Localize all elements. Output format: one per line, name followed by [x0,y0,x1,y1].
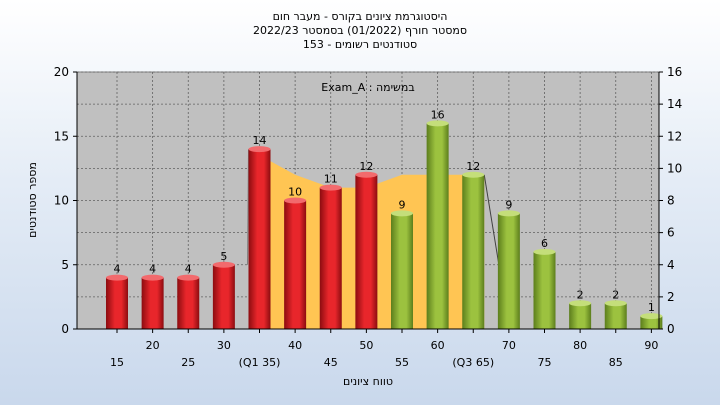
data-label: 4 [114,263,121,276]
data-label: 4 [185,263,192,276]
bar-top [640,313,663,320]
chart-title-line-1: היסטוגרמת ציונים בקורס - מעבר חום [273,10,448,23]
bar-top [604,300,627,307]
x-tick-label: 25 [181,356,195,369]
bar-red [355,174,378,329]
x-tick-label: (Q3 65) [452,356,494,369]
x-tick-label: 90 [644,339,658,352]
y2-tick-label: 0 [667,322,675,336]
bar-top [319,184,342,191]
y-tick-label: 0 [61,322,69,336]
data-label: 14 [253,134,267,147]
bar-top [497,210,520,217]
y-tick-label: 5 [61,258,69,272]
bar-top [391,210,413,217]
x-tick-label: 75 [538,356,552,369]
bar-red [284,200,307,329]
bar-top [141,274,164,281]
x-tick-label: 15 [110,356,124,369]
bar-red [319,187,342,329]
y-tick-label: 15 [54,129,69,143]
x-tick-label: 45 [324,356,338,369]
data-label: 5 [220,250,227,263]
y2-tick-label: 12 [667,129,682,143]
data-label: 1 [648,301,655,314]
data-label: 4 [149,263,156,276]
bar-red [248,149,271,329]
chart-title-line-2: 2022/23 סמסטר חורף (01/2022) בסמסטר [253,24,467,37]
y2-tick-label: 16 [667,65,682,79]
y2-tick-label: 6 [667,226,675,240]
y2-tick-label: 8 [667,194,675,208]
bars-layer [106,120,663,330]
x-tick-label: 50 [359,339,373,352]
x-tick-label: 30 [217,339,231,352]
bar-red [212,264,235,329]
bar-green [426,123,449,330]
bar-green [569,303,592,329]
bar-green [640,316,663,329]
x-tick-label: 70 [502,339,516,352]
chart-title-line-3: 153 - סטודנטים רשומים [303,38,417,51]
data-label: 11 [324,173,338,186]
y2-tick-label: 4 [667,258,675,272]
y2-tick-label: 14 [667,97,682,111]
bar-green [604,303,627,329]
bar-green [462,174,485,329]
bar-green [391,213,413,329]
bar-red [106,277,128,329]
exam-annotation: Exam_A : במשימה [321,81,414,94]
data-label: 12 [466,160,480,173]
data-labels-layer: 4 4 4 5 14 10 11 12 9 16 12 9 6 2 2 1 [114,108,655,314]
data-label: 6 [541,237,548,250]
bar-top [355,171,378,178]
data-label: 10 [288,186,302,199]
y-axis-label: מספר סטודנטים [26,162,39,238]
x-tick-label: 55 [395,356,409,369]
bar-green [533,251,556,329]
bar-green [497,213,520,329]
x-tick-label: 85 [609,356,623,369]
bar-top [284,197,307,204]
x-tick-label: (Q1 35) [239,356,281,369]
data-label: 12 [359,160,373,173]
x-tick-label: 60 [431,339,445,352]
data-label: 9 [505,198,512,211]
bar-top [569,300,592,307]
bar-top [177,274,200,281]
x-axis-label: טווח ציונים [343,375,393,388]
bar-top [462,171,485,178]
data-label: 2 [577,288,584,301]
x-tick-label: 40 [288,339,302,352]
bar-top [426,120,449,127]
bar-top [106,274,128,281]
y-tick-label: 20 [54,65,69,79]
bar-red [177,277,200,329]
data-label: 16 [431,108,445,121]
data-label: 9 [399,198,406,211]
bar-top [533,248,556,255]
y-tick-label: 10 [54,194,69,208]
data-label: 2 [612,288,619,301]
x-tick-label: 80 [573,339,587,352]
y2-tick-label: 2 [667,290,675,304]
y2-tick-label: 10 [667,161,682,175]
x-tick-label: 20 [146,339,160,352]
area-connector-left [247,149,249,265]
bar-red [141,277,164,329]
area-connector-right [483,174,500,265]
bar-top [212,261,235,268]
bar-top [248,146,271,153]
